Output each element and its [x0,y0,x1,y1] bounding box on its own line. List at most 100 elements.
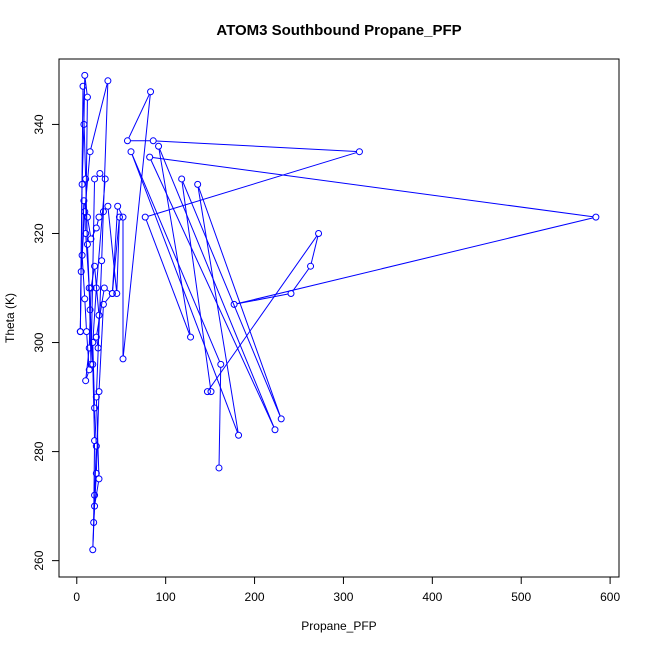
series-segment [101,83,109,258]
data-point [87,235,95,243]
series-segment [156,140,357,153]
series-segment [96,339,99,346]
series-segment [116,220,120,291]
x-tick-label: 100 [156,590,176,604]
data-point [91,437,99,445]
data-point [89,360,97,368]
data-point [119,355,127,363]
data-point [81,295,89,303]
series-segment [93,443,96,520]
data-point [92,333,100,341]
x-tick-label: 600 [600,590,620,604]
data-point [83,93,91,101]
data-point [79,82,87,90]
data-point [78,251,86,259]
series-segment [79,89,84,329]
series-segment [94,481,100,504]
x-tick-label: 300 [333,590,353,604]
series-segment [86,372,89,379]
y-tick-label: 280 [32,441,46,461]
x-tick-label: 400 [422,590,442,604]
y-tick-label: 340 [32,114,46,134]
y-axis-label: Theta (K) [3,293,17,343]
data-point [307,262,315,270]
series-segment [236,217,594,305]
data-point [94,344,102,352]
series-segment [197,187,239,433]
series-segment [182,181,281,417]
series-segment [84,301,87,329]
series-segment [236,293,289,305]
data-point [207,388,215,396]
data-point [82,229,90,237]
series-segment [152,157,593,218]
data-point [91,502,99,510]
series-segment [218,367,222,465]
data-point [91,175,99,183]
data-point [115,213,123,221]
data-point [119,213,127,221]
data-point [81,71,89,79]
data-point [215,464,223,472]
data-point [155,142,163,150]
series-segment [118,208,123,215]
series-segment [90,269,95,286]
data-point [83,328,91,336]
data-point [83,240,91,248]
series-segment [198,187,281,417]
data-point [100,284,108,292]
y-tick-label: 260 [32,550,46,570]
data-point [80,197,88,205]
data-point [83,213,91,221]
data-point [235,431,243,439]
data-point [230,300,238,308]
series-segment [89,312,94,362]
y-tick-label: 320 [32,223,46,243]
data-point [287,289,295,297]
data-point [78,180,86,188]
data-point [90,518,98,526]
data-point [82,175,90,183]
series-segment [82,89,87,176]
series-segment [131,154,221,362]
data-series [76,71,600,554]
data-point [89,546,97,554]
data-point [104,77,112,85]
data-point [123,137,131,145]
series-segment [122,94,151,356]
data-point [91,262,99,270]
series-segment [104,295,111,303]
series-segment [310,236,319,264]
data-point [108,289,116,297]
data-point [149,137,157,145]
data-point [99,300,107,308]
data-point [95,388,103,396]
series-segment [81,258,86,296]
data-point [86,148,94,156]
x-tick-label: 200 [245,590,265,604]
series-segment [112,209,118,291]
series-segment [90,83,108,149]
data-point [95,311,103,319]
data-point [85,344,93,352]
series-segment [159,148,275,428]
data-point [114,202,122,210]
data-point [203,388,211,396]
data-point [99,208,107,216]
data-point [315,229,323,237]
data-point [95,213,103,221]
series-segment [92,367,95,438]
data-point [87,284,95,292]
series-segment [150,159,275,428]
series-segment [158,149,191,335]
data-point [113,289,121,297]
x-axis-label: Propane_PFP [301,619,376,633]
y-axis: 260 280 300 320 340 [32,114,60,571]
x-tick-label: 0 [73,590,80,604]
x-tick-label: 500 [511,590,531,604]
data-point [187,333,195,341]
series-segment [85,350,90,378]
series-segment [145,219,190,335]
